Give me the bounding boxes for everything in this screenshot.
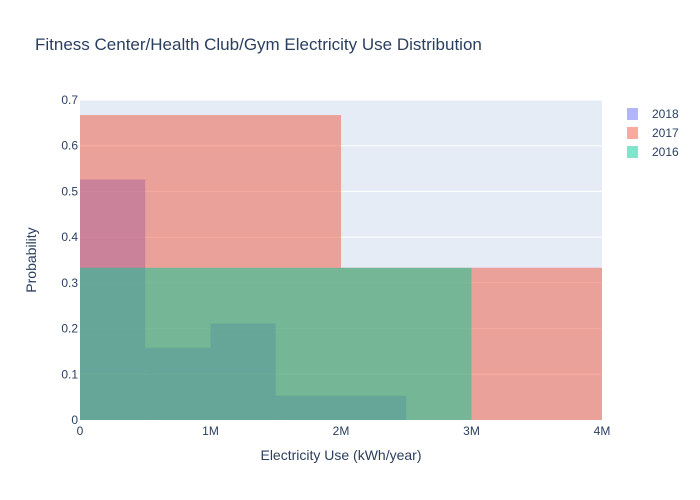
x-axis-ticks: 0 1M 2M 3M 4M	[77, 424, 611, 438]
legend-item-2018[interactable]: 2018	[627, 107, 679, 121]
y-tick-label: 0.6	[61, 139, 78, 153]
x-tick-label: 2M	[333, 424, 350, 438]
x-tick-label: 1M	[202, 424, 219, 438]
y-axis-ticks: 0 0.1 0.2 0.3 0.4 0.5 0.6 0.7	[61, 93, 78, 427]
x-tick-label: 3M	[463, 424, 480, 438]
legend-label: 2017	[652, 126, 679, 140]
y-axis-title: Probability	[23, 227, 39, 292]
x-axis-title: Electricity Use (kWh/year)	[260, 447, 421, 463]
y-tick-label: 0.2	[61, 322, 78, 336]
y-tick-label: 0.5	[61, 184, 78, 198]
bar-2016-0[interactable]	[80, 267, 472, 420]
y-tick-label: 0.4	[61, 230, 78, 244]
legend-item-2016[interactable]: 2016	[627, 145, 679, 159]
legend[interactable]: 2018 2017 2016	[627, 107, 679, 159]
legend-swatch	[627, 127, 638, 139]
legend-swatch	[627, 108, 638, 120]
x-tick-label: 4M	[594, 424, 611, 438]
chart-title: Fitness Center/Health Club/Gym Electrici…	[35, 35, 482, 54]
y-tick-label: 0.3	[61, 276, 78, 290]
legend-swatch	[627, 146, 638, 158]
bars-layer	[80, 115, 602, 420]
legend-label: 2016	[652, 145, 679, 159]
y-tick-label: 0.1	[61, 367, 78, 381]
y-tick-label: 0	[71, 413, 78, 427]
y-tick-label: 0.7	[61, 93, 78, 107]
legend-item-2017[interactable]: 2017	[627, 126, 679, 140]
legend-label: 2018	[652, 107, 679, 121]
x-tick-label: 0	[77, 424, 84, 438]
